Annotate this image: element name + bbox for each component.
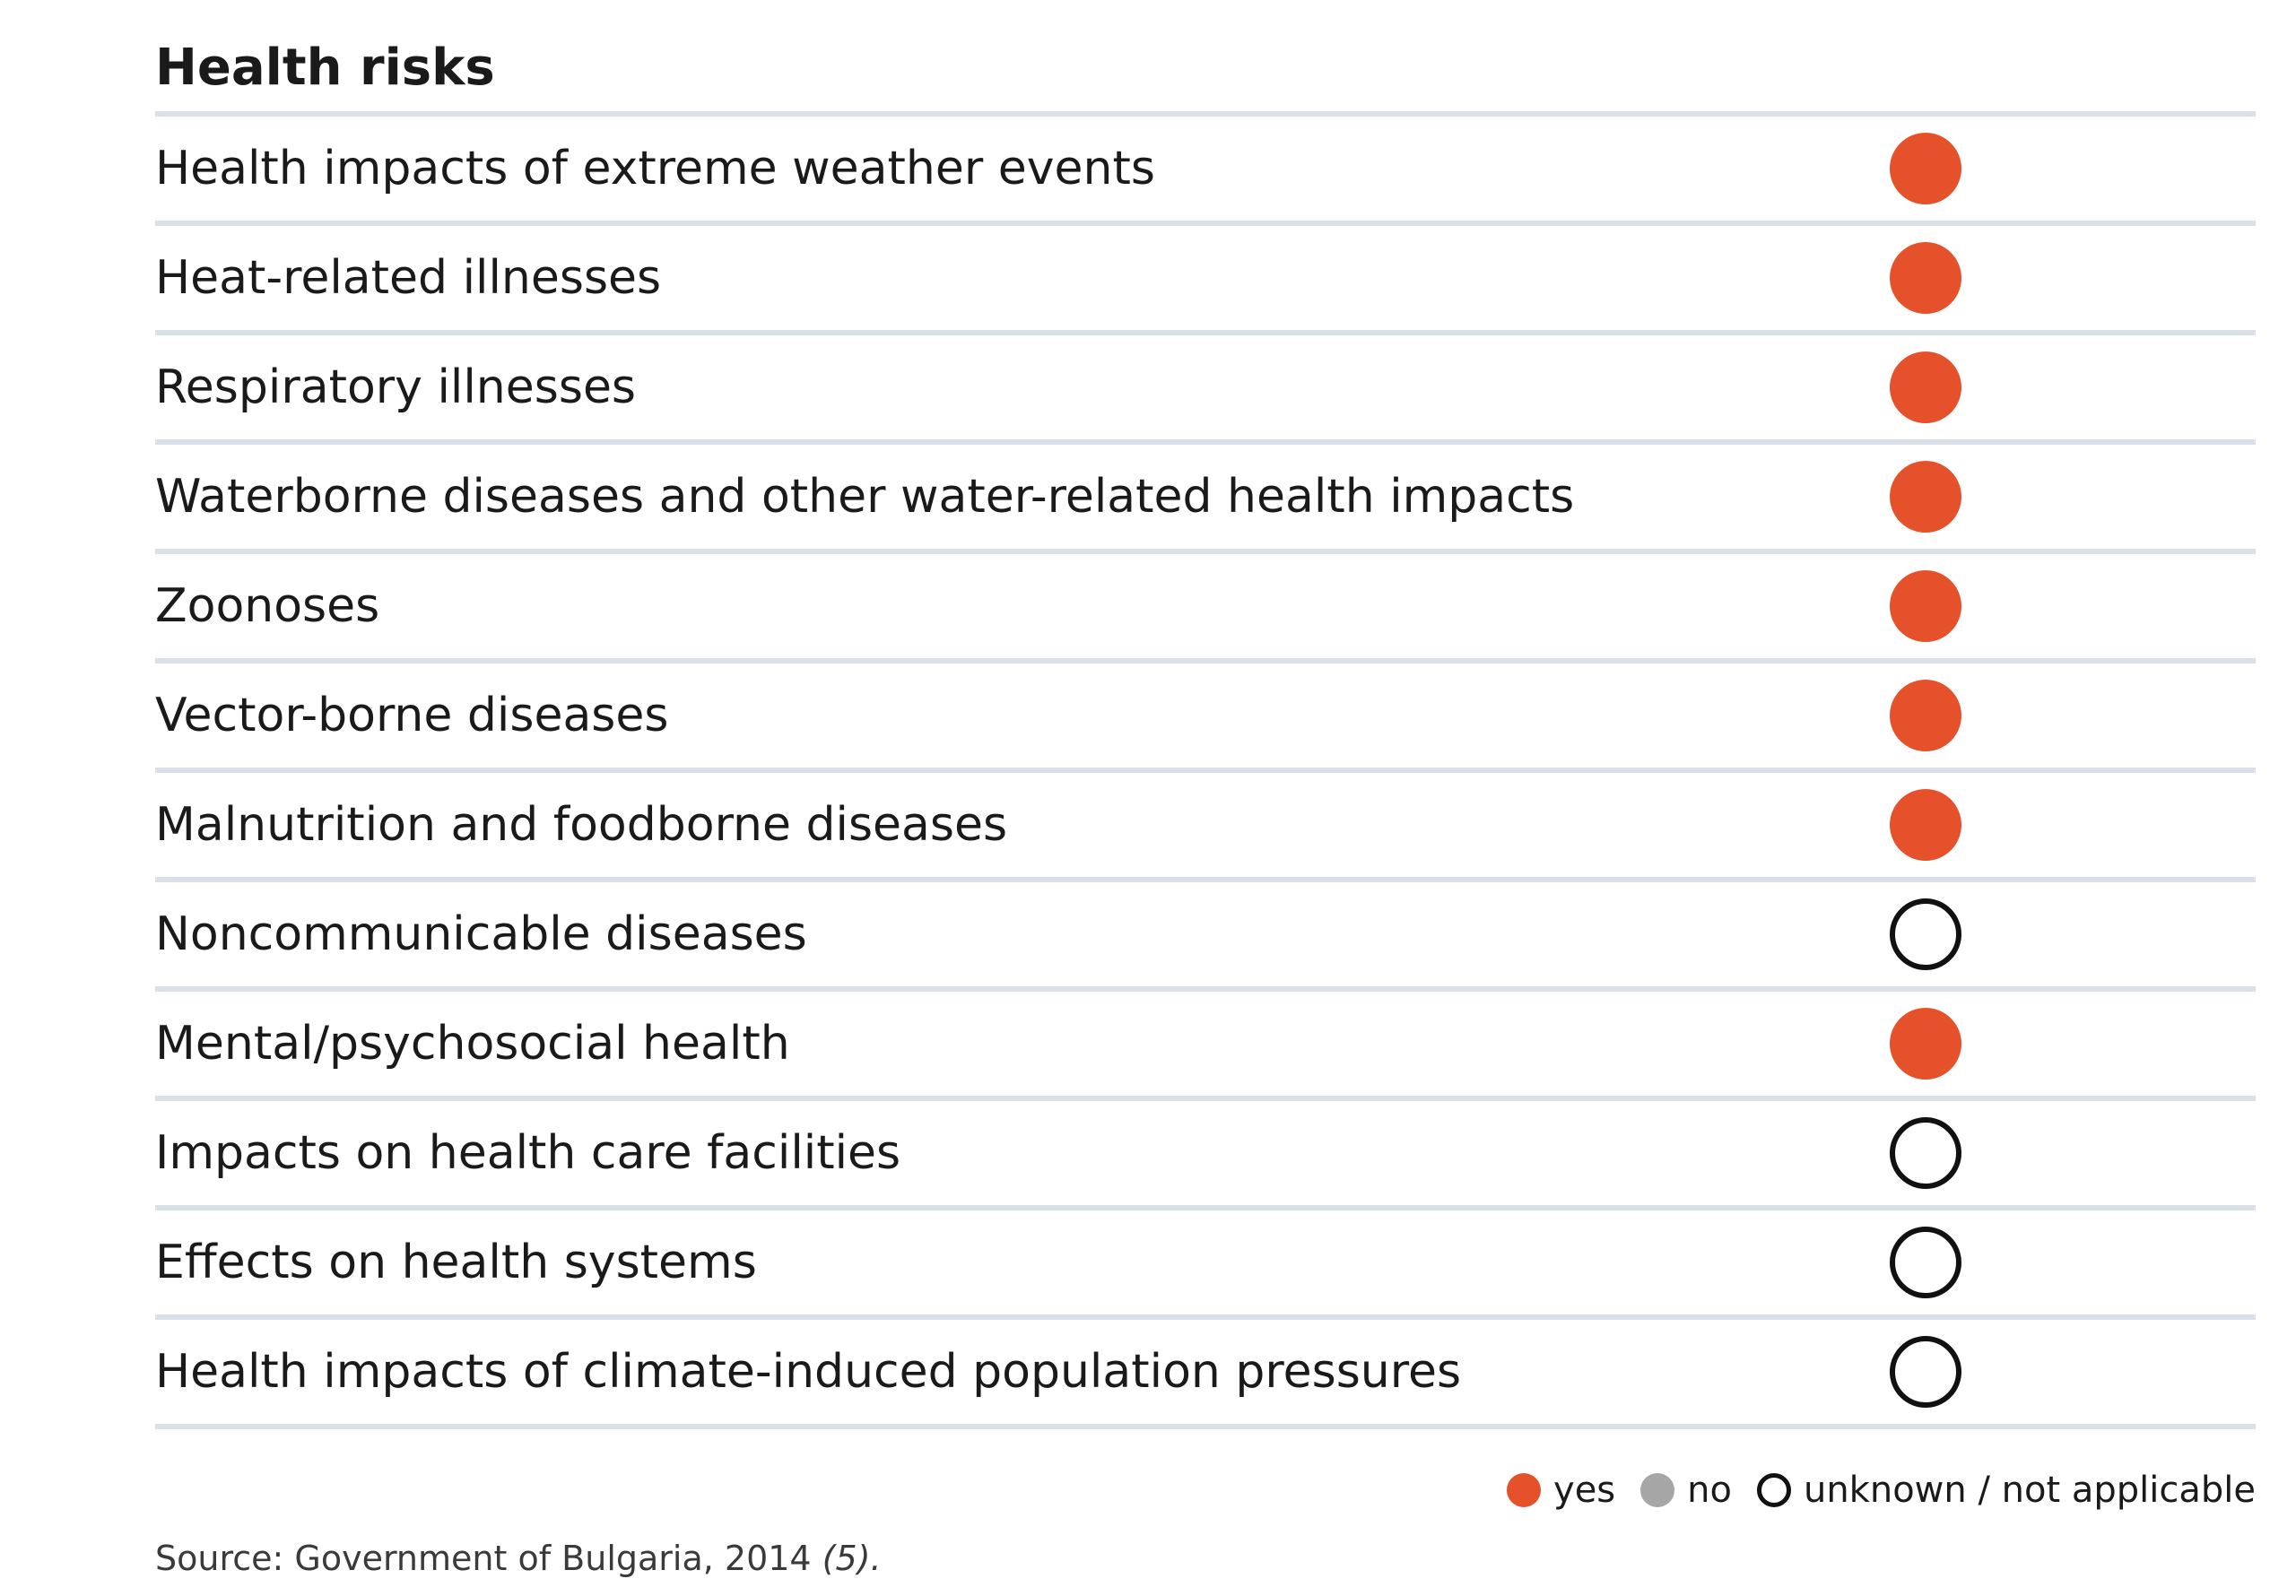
row-label: Effects on health systems	[155, 1236, 757, 1289]
health-risks-table: Health impacts of extreme weather events…	[155, 111, 2256, 1429]
page-title: Health risks	[155, 39, 495, 97]
row-label: Health impacts of climate-induced popula…	[155, 1345, 1462, 1399]
row-label: Impacts on health care facilities	[155, 1126, 901, 1180]
table-row: Heat-related illnesses	[155, 226, 2256, 335]
yes-status-marker	[1890, 680, 1961, 751]
row-label: Mental/psychosocial health	[155, 1017, 790, 1071]
yes-status-marker	[1890, 1008, 1961, 1080]
empty-circle-icon	[1756, 1473, 1791, 1507]
legend: yes no unknown / not applicable	[1482, 1463, 2256, 1517]
table-row: Waterborne diseases and other water-rela…	[155, 445, 2256, 554]
table-row: Vector-borne diseases	[155, 664, 2256, 773]
legend-label-yes: yes	[1553, 1470, 1616, 1511]
yes-status-marker	[1890, 133, 1961, 204]
unknown-status-marker	[1890, 898, 1961, 970]
yes-status-marker	[1890, 351, 1961, 423]
yes-status-marker	[1890, 789, 1961, 861]
row-label: Health impacts of extreme weather events	[155, 142, 1155, 195]
table-row: Health impacts of climate-induced popula…	[155, 1320, 2256, 1429]
table-row: Zoonoses	[155, 554, 2256, 664]
unknown-status-marker	[1890, 1117, 1961, 1189]
source-note: Source: Government of Bulgaria, 2014 (5)…	[155, 1535, 882, 1582]
yes-status-marker	[1890, 242, 1961, 314]
table-row: Effects on health systems	[155, 1210, 2256, 1320]
row-label: Waterborne diseases and other water-rela…	[155, 470, 1575, 524]
legend-label-unknown: unknown / not applicable	[1803, 1470, 2256, 1511]
legend-label-no: no	[1687, 1470, 1732, 1511]
row-label: Zoonoses	[155, 579, 380, 633]
row-label: Respiratory illnesses	[155, 360, 637, 414]
table-row: Impacts on health care facilities	[155, 1101, 2256, 1210]
row-label: Heat-related illnesses	[155, 251, 662, 305]
source-reference: (5).	[822, 1539, 882, 1578]
table-row: Mental/psychosocial health	[155, 992, 2256, 1101]
yes-status-marker	[1890, 570, 1961, 642]
legend-item-unknown: unknown / not applicable	[1756, 1470, 2256, 1511]
row-label: Noncommunicable diseases	[155, 907, 807, 961]
table-row: Health impacts of extreme weather events	[155, 117, 2256, 226]
unknown-status-marker	[1890, 1227, 1961, 1298]
row-label: Malnutrition and foodborne diseases	[155, 798, 1008, 852]
unknown-status-marker	[1890, 1336, 1961, 1408]
table-row: Respiratory illnesses	[155, 335, 2256, 445]
grey-circle-icon	[1640, 1473, 1675, 1507]
legend-item-yes: yes	[1507, 1470, 1615, 1511]
row-label: Vector-borne diseases	[155, 689, 669, 742]
source-text: Source: Government of Bulgaria, 2014	[155, 1539, 812, 1578]
table-row: Noncommunicable diseases	[155, 882, 2256, 992]
table-row: Malnutrition and foodborne diseases	[155, 773, 2256, 882]
yes-status-marker	[1890, 461, 1961, 533]
filled-circle-icon	[1507, 1473, 1542, 1507]
legend-item-no: no	[1640, 1470, 1732, 1511]
